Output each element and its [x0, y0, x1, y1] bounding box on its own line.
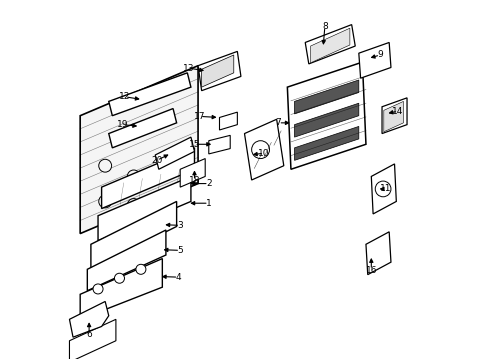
Polygon shape: [91, 202, 176, 269]
Text: 8: 8: [321, 22, 327, 31]
Polygon shape: [287, 62, 365, 169]
Text: 19: 19: [116, 120, 128, 129]
Text: 7: 7: [275, 118, 281, 127]
Polygon shape: [98, 176, 190, 241]
Text: 2: 2: [205, 179, 211, 188]
Polygon shape: [383, 102, 403, 132]
Circle shape: [251, 141, 269, 158]
Polygon shape: [219, 112, 237, 130]
Text: 5: 5: [177, 246, 183, 255]
Polygon shape: [201, 55, 233, 87]
Text: 20: 20: [151, 156, 163, 165]
Text: 4: 4: [175, 273, 181, 282]
Polygon shape: [294, 80, 358, 114]
Polygon shape: [180, 158, 205, 187]
Circle shape: [99, 195, 111, 208]
Text: 15: 15: [188, 140, 200, 149]
Polygon shape: [69, 301, 108, 337]
Polygon shape: [244, 119, 283, 180]
Text: 12: 12: [119, 92, 130, 101]
Circle shape: [99, 159, 111, 172]
Text: 3: 3: [177, 221, 183, 230]
Polygon shape: [108, 109, 176, 148]
Polygon shape: [305, 24, 354, 64]
Polygon shape: [87, 230, 165, 291]
Polygon shape: [108, 73, 190, 116]
Polygon shape: [69, 319, 116, 360]
Circle shape: [114, 273, 124, 283]
Text: 9: 9: [377, 50, 382, 59]
Polygon shape: [198, 51, 241, 91]
Polygon shape: [80, 66, 198, 234]
Polygon shape: [358, 42, 390, 78]
Text: 6: 6: [86, 330, 92, 339]
Polygon shape: [102, 148, 194, 208]
Polygon shape: [370, 164, 395, 214]
Text: 16: 16: [365, 266, 376, 275]
Polygon shape: [381, 98, 406, 134]
Polygon shape: [365, 232, 390, 275]
Polygon shape: [310, 28, 349, 63]
Text: 10: 10: [258, 149, 269, 158]
Circle shape: [374, 181, 390, 197]
Text: 11: 11: [379, 184, 390, 193]
Text: 17: 17: [194, 112, 205, 121]
Polygon shape: [208, 135, 230, 154]
Polygon shape: [294, 103, 358, 137]
Polygon shape: [294, 126, 358, 160]
Circle shape: [127, 170, 140, 183]
Text: 1: 1: [205, 199, 211, 208]
Polygon shape: [155, 137, 194, 169]
Circle shape: [93, 284, 103, 294]
Polygon shape: [80, 258, 162, 319]
Circle shape: [127, 199, 140, 211]
Circle shape: [136, 264, 145, 274]
Text: 13: 13: [183, 64, 195, 73]
Text: 14: 14: [391, 107, 403, 116]
Text: 18: 18: [188, 176, 200, 185]
